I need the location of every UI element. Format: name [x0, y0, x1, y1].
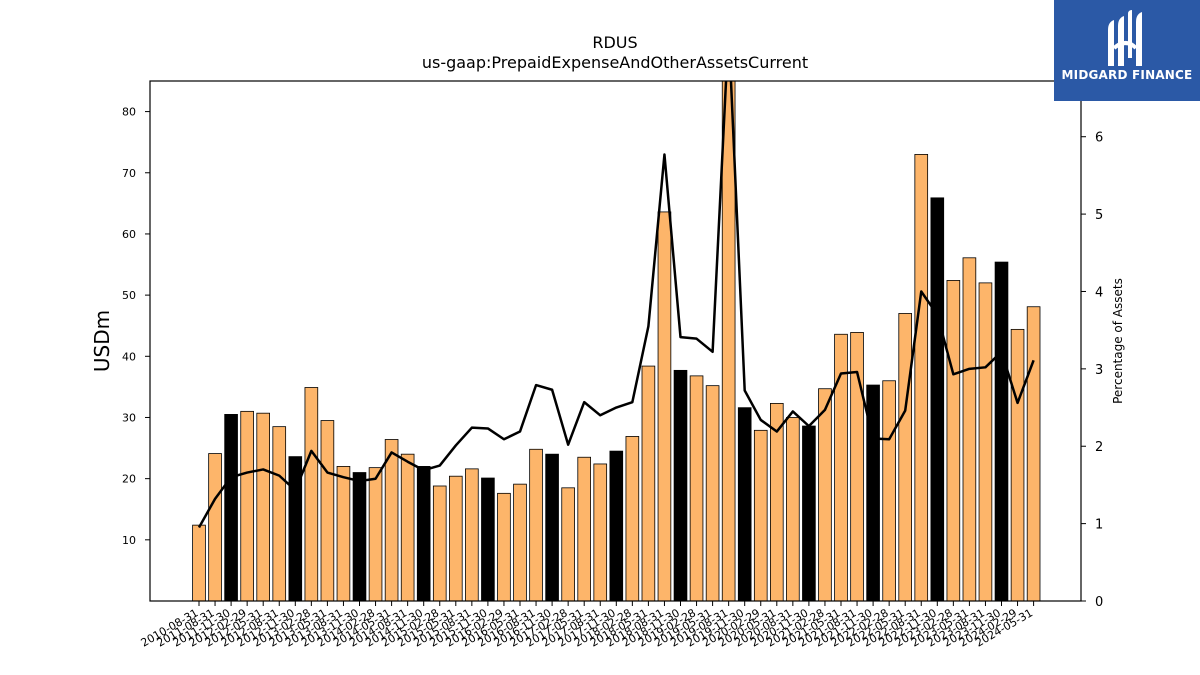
bar — [978, 282, 993, 601]
bar — [529, 448, 543, 601]
bar — [770, 402, 784, 601]
y-axis-label: USDm — [90, 310, 114, 372]
chart-title: RDUS — [592, 33, 637, 52]
y2-tick-label: 5 — [1095, 208, 1103, 223]
y-tick-label: 30 — [122, 411, 136, 424]
bar — [336, 466, 351, 601]
bar — [288, 456, 303, 601]
y2-tick-label: 1 — [1095, 518, 1103, 533]
bar — [272, 426, 287, 601]
y-tick-label: 80 — [122, 106, 136, 119]
bar — [545, 453, 559, 601]
bar — [802, 425, 816, 601]
bar — [304, 387, 319, 601]
y-tick-label: 40 — [122, 350, 136, 363]
bar — [561, 487, 575, 601]
bar — [850, 332, 864, 601]
bar — [657, 211, 672, 601]
bar — [994, 261, 1009, 601]
bar — [497, 492, 511, 601]
y2-tick-label: 6 — [1095, 131, 1103, 146]
bar — [946, 280, 961, 601]
y2-tick-label: 0 — [1095, 595, 1103, 610]
bar — [609, 450, 624, 601]
bar — [192, 524, 206, 601]
bar — [737, 407, 752, 601]
bar — [721, 81, 736, 601]
y2-tick-label: 4 — [1095, 285, 1103, 300]
bar — [368, 467, 383, 601]
bar — [914, 154, 929, 601]
bar — [1010, 328, 1025, 601]
bar — [416, 466, 431, 601]
bar — [705, 385, 720, 601]
y2-tick-label: 3 — [1095, 363, 1103, 378]
pct-assets-line — [197, 81, 1035, 529]
y-tick-label: 10 — [122, 534, 136, 547]
bar — [513, 483, 527, 601]
bar — [834, 333, 848, 601]
bar — [384, 439, 399, 601]
bar — [320, 420, 335, 601]
bar — [753, 429, 768, 601]
y-tick-label: 20 — [122, 473, 136, 486]
y-tick-label: 70 — [122, 167, 136, 180]
bar — [256, 412, 270, 601]
bar — [465, 468, 479, 601]
brand-logo: MIDGARD FINANCE — [1054, 0, 1200, 101]
bar — [882, 380, 896, 601]
bar — [625, 436, 640, 601]
plot-frame — [149, 80, 1082, 602]
chart-subtitle: us-gaap:PrepaidExpenseAndOtherAssetsCurr… — [422, 53, 808, 72]
bar — [641, 365, 656, 601]
bar — [432, 485, 447, 601]
bar — [577, 456, 591, 601]
y-tick-label: 60 — [122, 228, 136, 241]
bar — [240, 410, 254, 601]
bar — [208, 453, 222, 601]
bar — [481, 477, 495, 601]
bar — [898, 313, 912, 601]
midgard-logo-icon — [1108, 10, 1142, 66]
bar — [786, 417, 800, 601]
bar — [818, 388, 832, 601]
bar — [962, 257, 977, 601]
y2-axis-label: Percentage of Assets — [1111, 278, 1125, 404]
bar — [689, 375, 704, 601]
bar — [593, 463, 608, 601]
bar — [448, 475, 463, 601]
y2-tick-label: 2 — [1095, 440, 1103, 455]
bar — [400, 453, 415, 601]
y-tick-label: 50 — [122, 289, 136, 302]
bar — [673, 369, 688, 601]
bar — [352, 472, 367, 601]
bar — [1026, 306, 1041, 601]
brand-name: MIDGARD FINANCE — [1061, 68, 1193, 82]
bar — [930, 197, 945, 601]
bar — [224, 414, 238, 601]
